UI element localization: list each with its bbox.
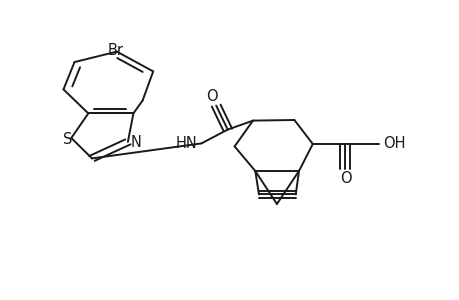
Text: O: O (339, 171, 351, 186)
Text: HN: HN (176, 136, 197, 151)
Text: Br: Br (108, 43, 124, 58)
Text: OH: OH (382, 136, 405, 152)
Text: S: S (63, 132, 73, 147)
Text: O: O (205, 89, 217, 104)
Text: N: N (130, 135, 141, 150)
